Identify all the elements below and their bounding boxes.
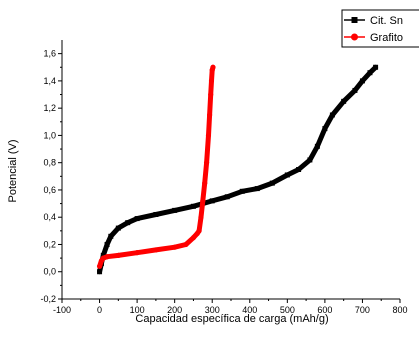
data-point bbox=[200, 198, 206, 204]
data-point bbox=[153, 211, 159, 217]
legend-marker-grafito bbox=[351, 33, 358, 41]
x-tick-label: 300 bbox=[205, 305, 220, 315]
data-point bbox=[104, 254, 110, 260]
data-point bbox=[190, 235, 197, 241]
data-point bbox=[134, 216, 140, 222]
data-point bbox=[208, 91, 214, 98]
data-point bbox=[322, 126, 328, 132]
x-tick-label: 0 bbox=[97, 305, 102, 315]
data-point bbox=[373, 64, 379, 70]
data-point bbox=[210, 64, 216, 70]
x-tick-label: 200 bbox=[167, 305, 182, 315]
y-tick-label: 0,2 bbox=[43, 239, 56, 249]
y-axis-title: Potencial (V) bbox=[7, 140, 19, 203]
data-point bbox=[190, 203, 196, 209]
x-tick-label: 100 bbox=[130, 305, 145, 315]
data-point bbox=[269, 180, 275, 186]
data-point bbox=[329, 112, 335, 118]
data-point bbox=[96, 263, 103, 269]
data-point bbox=[307, 157, 313, 163]
data-point bbox=[115, 225, 121, 231]
x-tick-label: 700 bbox=[355, 305, 370, 315]
data-point bbox=[97, 269, 103, 275]
y-tick-label: 1,2 bbox=[43, 103, 56, 113]
data-point bbox=[314, 143, 320, 149]
y-tick-label: 1,0 bbox=[43, 130, 56, 140]
data-point bbox=[239, 188, 245, 194]
data-point bbox=[254, 186, 260, 192]
data-point bbox=[352, 87, 358, 93]
series-cit-sn bbox=[97, 64, 379, 275]
x-tick-label: 800 bbox=[392, 305, 407, 315]
data-point bbox=[202, 180, 208, 186]
data-point bbox=[341, 98, 347, 104]
y-tick-label: -0,2 bbox=[40, 294, 56, 304]
legend-box bbox=[341, 9, 419, 48]
data-point bbox=[205, 132, 212, 139]
data-point bbox=[153, 247, 159, 253]
y-tick-label: 1,4 bbox=[43, 76, 56, 86]
legend-label-cit-sn: Cit. Sn bbox=[370, 15, 403, 27]
data-point bbox=[100, 252, 106, 258]
data-point bbox=[224, 194, 230, 200]
data-point bbox=[284, 172, 290, 178]
data-point bbox=[134, 250, 140, 256]
data-point bbox=[104, 241, 110, 247]
legend: Cit. Sn Grafito bbox=[341, 9, 419, 48]
x-tick-label: 400 bbox=[242, 305, 257, 315]
data-point bbox=[198, 214, 204, 220]
x-tick-label: 600 bbox=[317, 305, 332, 315]
data-point bbox=[115, 252, 121, 258]
data-point bbox=[209, 198, 215, 204]
data-point bbox=[172, 244, 178, 250]
data-point bbox=[196, 228, 202, 234]
series-layer bbox=[96, 64, 379, 275]
data-point bbox=[206, 112, 213, 118]
x-tick-label: -100 bbox=[53, 305, 71, 315]
data-point bbox=[183, 241, 189, 248]
legend-label-grafito: Grafito bbox=[370, 32, 403, 44]
data-point bbox=[367, 70, 373, 76]
data-point bbox=[203, 160, 210, 166]
series-line-cit-sn bbox=[97, 64, 379, 275]
data-point bbox=[125, 220, 131, 226]
y-tick-label: 0,4 bbox=[43, 212, 56, 222]
data-point bbox=[359, 78, 365, 84]
y-tick-label: 0,8 bbox=[43, 158, 56, 168]
data-point bbox=[172, 207, 178, 213]
data-point bbox=[208, 78, 215, 84]
series-grafito bbox=[96, 64, 216, 269]
y-tick-label: 0,0 bbox=[43, 267, 56, 277]
legend-marker-cit-sn bbox=[351, 17, 358, 23]
x-axis-title: Capacidad específica de carga (mAh/g) bbox=[135, 313, 328, 325]
series-line-grafito bbox=[97, 64, 216, 269]
data-point bbox=[296, 167, 302, 172]
y-tick-label: 1,6 bbox=[43, 49, 56, 59]
x-tick-label: 500 bbox=[280, 305, 295, 315]
y-tick-label: 0,6 bbox=[43, 185, 56, 195]
axes-layer: -100 0 100 200 300 400 500 600 700 800 -0,2 0,0 0,2 0… bbox=[40, 40, 408, 315]
data-point bbox=[108, 233, 114, 239]
